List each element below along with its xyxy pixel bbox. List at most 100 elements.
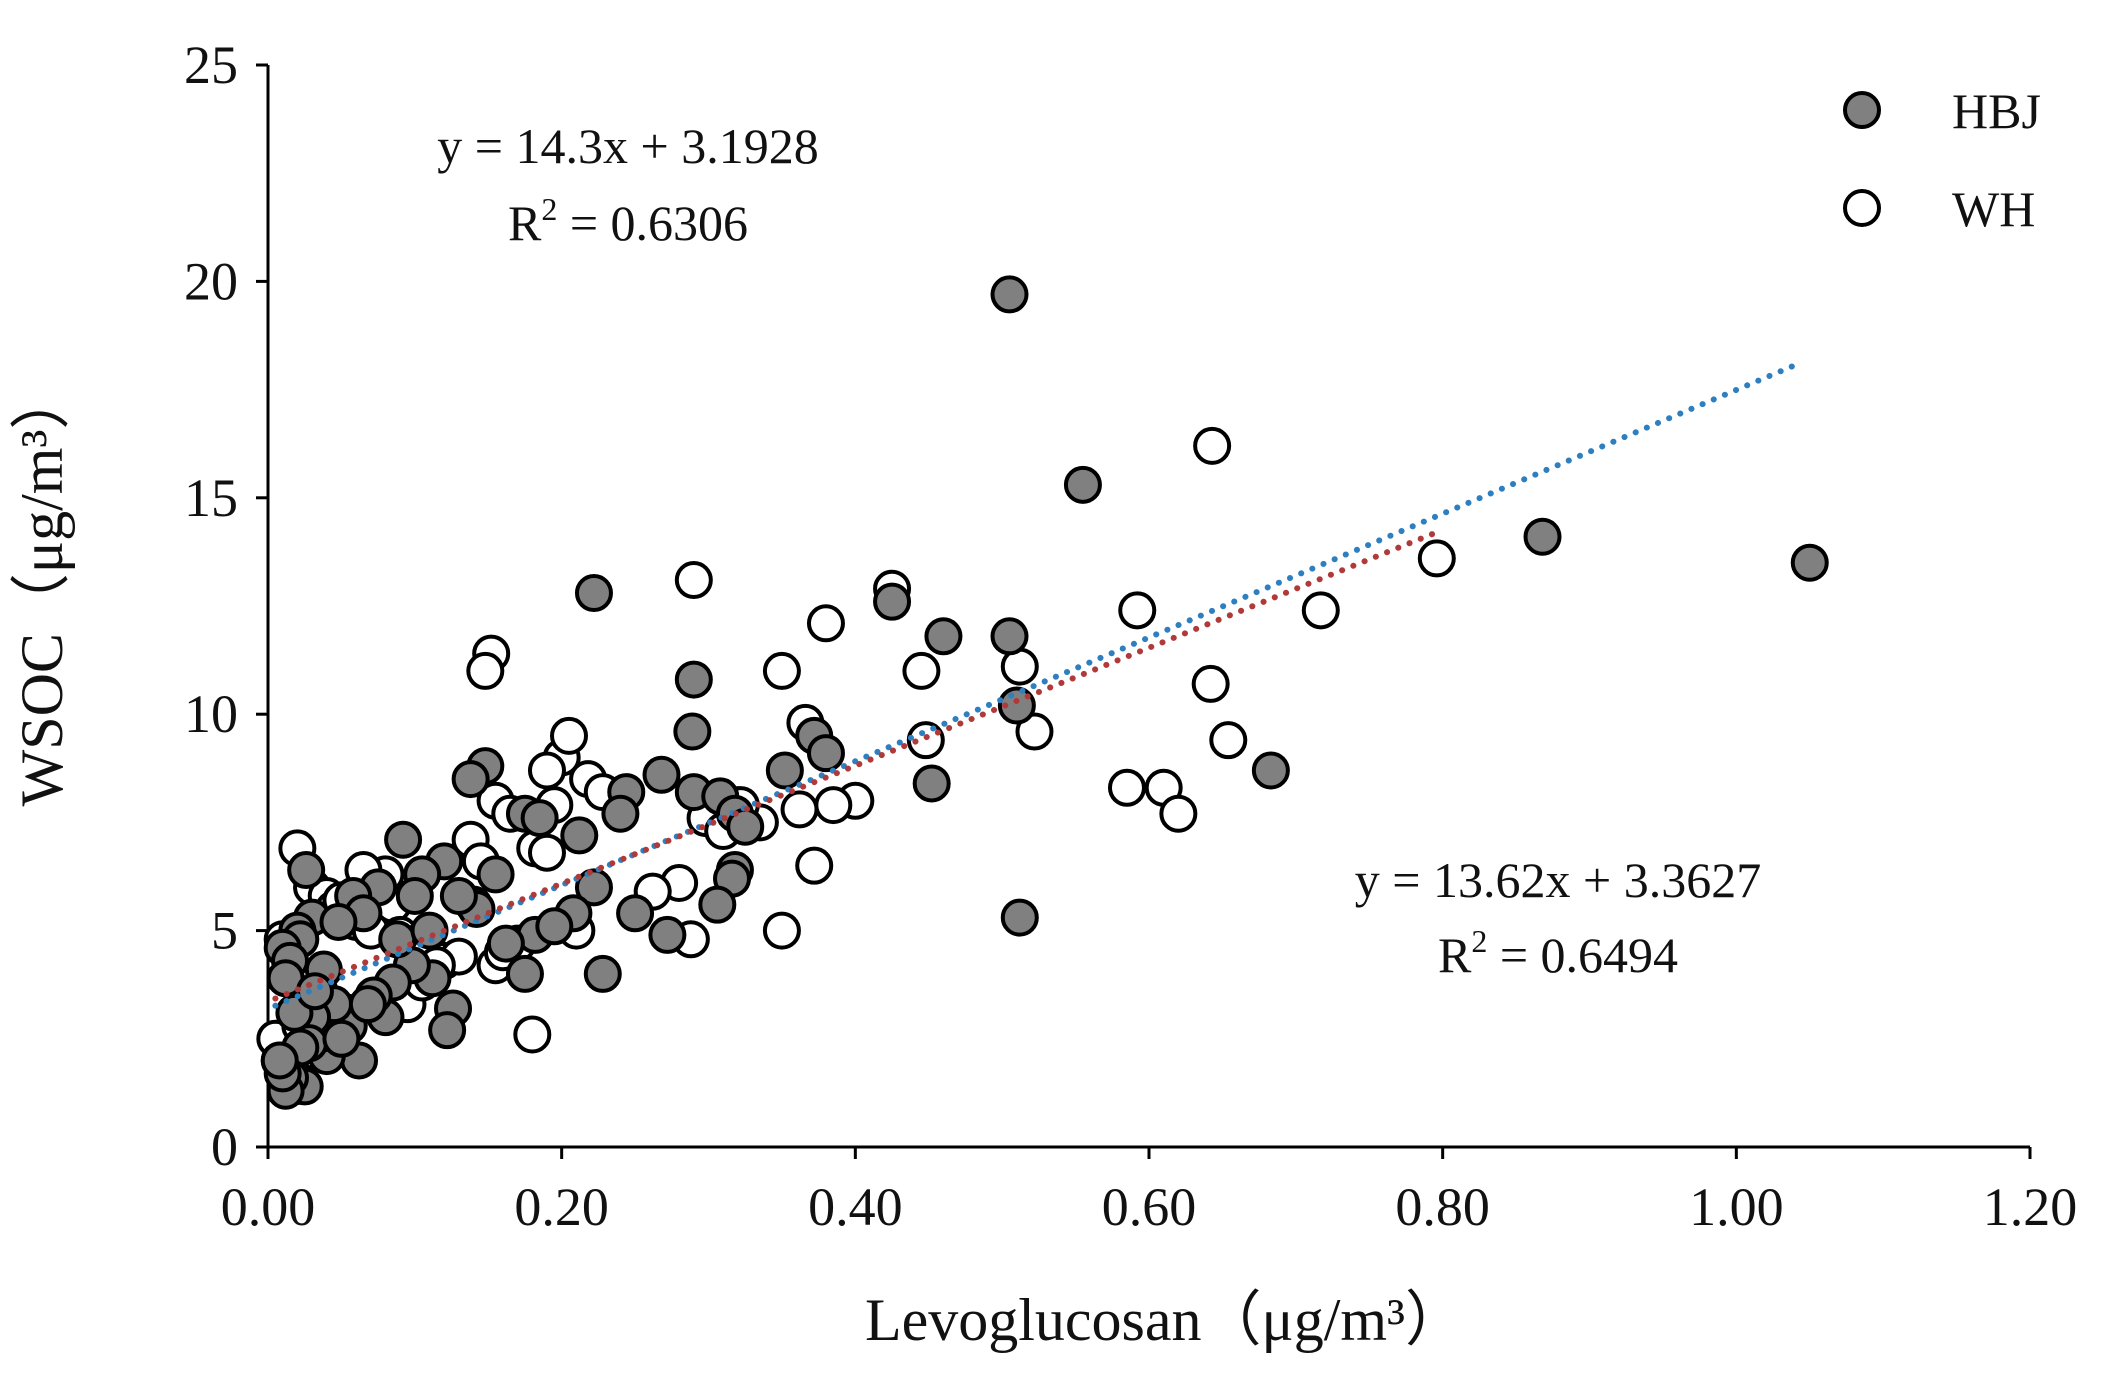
data-point-wh <box>550 716 589 755</box>
data-point-hbj <box>924 617 963 656</box>
data-point-wh <box>906 721 945 760</box>
data-point-hbj <box>322 1019 361 1058</box>
data-point-hbj <box>990 617 1029 656</box>
data-point-wh <box>1301 591 1340 630</box>
data-point-hbj <box>348 985 387 1024</box>
data-point-wh <box>466 651 505 690</box>
x-tick-label: 0.00 <box>221 1177 316 1237</box>
x-tick-label: 1.20 <box>1983 1177 2078 1237</box>
data-point-hbj <box>674 660 713 699</box>
data-point-hbj <box>574 868 613 907</box>
r-squared-wh-value: = 0.6494 <box>1487 927 1678 983</box>
data-point-hbj <box>505 954 544 993</box>
data-point-wh <box>1118 591 1157 630</box>
equation-hbj: y = 14.3x + 3.1928 <box>437 118 818 174</box>
data-point-wh <box>1209 721 1248 760</box>
r-squared-wh-sup: 2 <box>1471 923 1487 959</box>
data-point-hbj <box>384 820 423 859</box>
data-point-hbj <box>806 734 845 773</box>
data-point-hbj <box>395 876 434 915</box>
data-point-hbj <box>574 574 613 613</box>
data-point-wh <box>1191 664 1230 703</box>
data-point-wh <box>806 604 845 643</box>
x-tick-label: 0.40 <box>808 1177 903 1237</box>
data-point-hbj <box>520 799 559 838</box>
data-point-hbj <box>648 915 687 954</box>
x-tick-label: 0.80 <box>1395 1177 1490 1237</box>
data-points <box>256 275 1829 1110</box>
r-squared-hbj: R2 = 0.6306 <box>508 191 748 251</box>
data-point-hbj <box>765 751 804 790</box>
data-point-wh <box>527 833 566 872</box>
data-point-hbj <box>642 755 681 794</box>
data-point-hbj <box>1251 751 1290 790</box>
x-axis-label: Levoglucosan（μg/m³） <box>865 1287 1465 1353</box>
data-point-hbj <box>673 712 712 751</box>
y-tick-label: 15 <box>184 468 238 528</box>
y-tick-label: 5 <box>211 901 238 961</box>
data-point-wh <box>780 790 819 829</box>
data-point-hbj <box>287 851 326 890</box>
data-point-hbj <box>1063 465 1102 504</box>
data-point-wh <box>674 561 713 600</box>
data-point-hbj <box>486 924 525 963</box>
data-point-wh <box>1107 768 1146 807</box>
y-tick-label: 0 <box>211 1117 238 1177</box>
data-point-hbj <box>583 954 622 993</box>
data-point-hbj <box>616 894 655 933</box>
trendline-hbj <box>272 362 1799 1009</box>
data-point-hbj <box>295 972 334 1011</box>
data-point-hbj <box>476 855 515 894</box>
data-point-hbj <box>1523 517 1562 556</box>
data-point-wh <box>1417 539 1456 578</box>
data-point-hbj <box>439 876 478 915</box>
data-point-hbj <box>601 794 640 833</box>
data-point-wh <box>1159 794 1198 833</box>
data-point-wh <box>762 911 801 950</box>
data-point-hbj <box>428 1011 467 1050</box>
x-tick-label: 1.00 <box>1689 1177 1784 1237</box>
r-squared-hbj-value: = 0.6306 <box>557 195 748 251</box>
data-point-hbj <box>319 902 358 941</box>
trendline-wh <box>272 526 1446 1002</box>
y-tick-label: 25 <box>184 35 238 95</box>
data-point-hbj <box>990 275 1029 314</box>
x-axis-ticks: 0.00 0.20 0.40 0.60 0.80 1.00 1.20 <box>221 1147 2078 1237</box>
data-point-hbj <box>535 907 574 946</box>
y-axis-label: WSOC（μg/m³） <box>9 370 75 807</box>
data-point-wh <box>527 751 566 790</box>
data-point-hbj <box>873 582 912 621</box>
data-point-wh <box>1015 712 1054 751</box>
data-point-wh <box>902 651 941 690</box>
legend-marker-hbj <box>1843 91 1881 129</box>
data-point-wh <box>814 786 853 825</box>
data-point-hbj <box>451 760 490 799</box>
data-point-wh <box>795 846 834 885</box>
r-squared-wh: R2 = 0.6494 <box>1438 923 1678 983</box>
y-axis-ticks: 0 5 10 15 20 25 <box>184 35 268 1177</box>
data-point-hbj <box>912 764 951 803</box>
data-point-hbj <box>1790 543 1829 582</box>
r-squared-wh-label: R <box>1438 927 1472 983</box>
data-point-hbj <box>1000 898 1039 937</box>
r-squared-hbj-sup: 2 <box>541 191 557 227</box>
data-point-hbj <box>260 1041 299 1080</box>
legend: HBJ WH <box>1843 83 2041 237</box>
data-point-wh <box>762 651 801 690</box>
y-tick-label: 10 <box>184 684 238 744</box>
legend-label-wh: WH <box>1952 181 2035 237</box>
equation-wh: y = 13.62x + 3.3627 <box>1355 852 1761 908</box>
y-tick-label: 20 <box>184 251 238 311</box>
data-point-wh <box>1193 426 1232 465</box>
data-point-hbj <box>698 885 737 924</box>
x-tick-label: 0.20 <box>514 1177 609 1237</box>
r-squared-hbj-label: R <box>508 195 542 251</box>
legend-label-hbj: HBJ <box>1952 83 2041 139</box>
legend-marker-wh <box>1843 189 1881 227</box>
data-point-hbj <box>560 816 599 855</box>
trendlines <box>272 362 1799 1009</box>
x-tick-label: 0.60 <box>1102 1177 1197 1237</box>
data-point-wh <box>513 1015 552 1054</box>
